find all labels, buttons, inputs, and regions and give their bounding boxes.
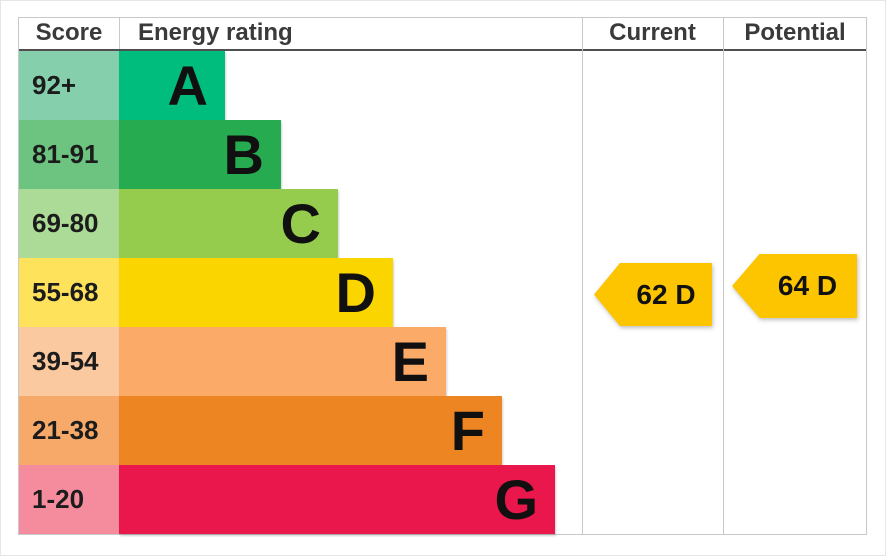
rating-row-c: 69-80 C (19, 189, 866, 258)
score-range-d: 55-68 (19, 258, 119, 327)
potential-column-header: Potential (744, 19, 846, 46)
rating-row-d: 55-68 D (19, 258, 866, 327)
score-range-a: 92+ (19, 51, 119, 120)
band-bar-b: B (119, 120, 281, 189)
energy-rating-column-header: Energy rating (138, 19, 293, 46)
chart-table-frame: Score Energy rating Current Potential 92… (18, 17, 867, 535)
current-column-header: Current (609, 19, 696, 46)
rating-rows: 92+ A 81-91 B 69-80 C 55-68 D 39-54 E 21-38 F 1-20 G (19, 51, 866, 534)
score-range-e: 39-54 (19, 327, 119, 396)
rating-row-e: 39-54 E (19, 327, 866, 396)
score-range-g: 1-20 (19, 465, 119, 534)
current-rating-arrow: 62 D (594, 263, 712, 326)
rating-row-a: 92+ A (19, 51, 866, 120)
score-column-header: Score (35, 19, 103, 46)
band-bar-g: G (119, 465, 555, 534)
current-rating-label: 62 D (594, 263, 712, 326)
band-bar-f: F (119, 396, 502, 465)
score-range-c: 69-80 (19, 189, 119, 258)
rating-row-f: 21-38 F (19, 396, 866, 465)
potential-column-divider (723, 18, 724, 534)
rating-row-g: 1-20 G (19, 465, 866, 534)
score-range-b: 81-91 (19, 120, 119, 189)
table-header: Score Energy rating Current Potential (19, 18, 866, 51)
score-rating-divider (119, 18, 120, 49)
rating-row-b: 81-91 B (19, 120, 866, 189)
current-column-divider (582, 18, 583, 534)
potential-rating-label: 64 D (732, 254, 857, 318)
potential-rating-arrow: 64 D (732, 254, 857, 318)
band-bar-e: E (119, 327, 446, 396)
band-bar-d: D (119, 258, 393, 327)
band-bar-c: C (119, 189, 338, 258)
band-bar-a: A (119, 51, 225, 120)
score-range-f: 21-38 (19, 396, 119, 465)
